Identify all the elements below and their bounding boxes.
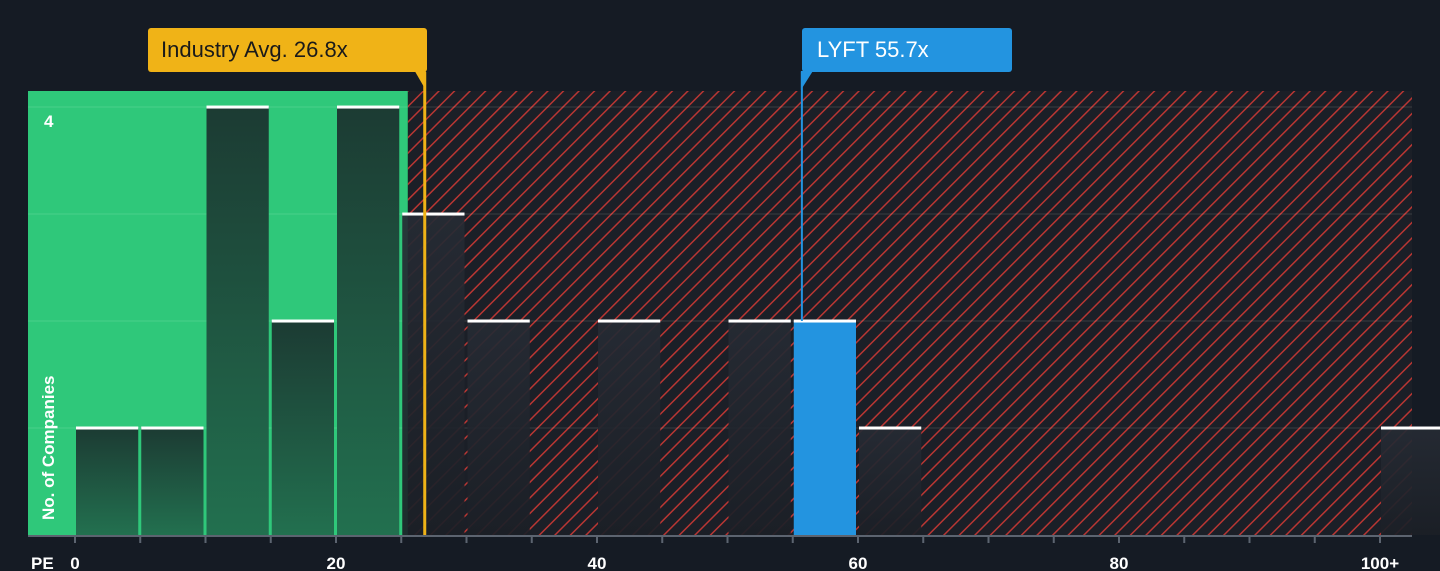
industry-avg-label: Industry Avg. 26.8x — [161, 37, 348, 62]
bar-top-20-25 — [337, 105, 400, 109]
bar-0-5 — [76, 428, 139, 535]
bar-top-60-65 — [859, 426, 922, 430]
company-pointer — [800, 71, 813, 90]
industry-avg-callout — [148, 28, 427, 72]
x-tick-label: 60 — [849, 554, 868, 571]
company-marker: LYFT 55.7x — [800, 28, 1012, 322]
x-axis-title: PE — [31, 554, 54, 571]
x-tick-label: 40 — [588, 554, 607, 571]
bar-40-45 — [598, 321, 661, 535]
bar-top-5-10 — [141, 426, 204, 430]
x-tick-label: 20 — [327, 554, 346, 571]
bar-top-50-55 — [728, 319, 791, 323]
x-tick-label: 100+ — [1361, 554, 1399, 571]
company-label: LYFT 55.7x — [817, 37, 929, 62]
y-axis-title: No. of Companies — [39, 375, 58, 520]
bar-top-40-45 — [598, 319, 661, 323]
bar-50-55 — [728, 321, 791, 535]
bar-top-100-105 — [1381, 426, 1440, 430]
bar-15-20 — [271, 321, 334, 535]
bar-100-105 — [1381, 428, 1440, 535]
bar-25-30 — [402, 214, 465, 536]
bar-top-10-15 — [206, 105, 269, 109]
bar-30-35 — [467, 321, 530, 535]
bar-10-15 — [206, 107, 269, 536]
bars — [76, 105, 1440, 536]
y-tick-label: 4 — [44, 112, 54, 131]
bar-top-55-60 — [793, 319, 856, 323]
bar-20-25 — [337, 107, 400, 536]
bar-55-60 — [793, 321, 856, 535]
bar-top-30-35 — [467, 319, 530, 323]
company-callout — [802, 28, 1012, 72]
bar-top-25-30 — [402, 212, 465, 216]
bar-5-10 — [141, 428, 204, 535]
x-tick-label: 0 — [70, 554, 79, 571]
bar-top-0-5 — [76, 426, 139, 430]
industry-avg-pointer — [414, 71, 426, 90]
industry-avg-marker: Industry Avg. 26.8x — [148, 28, 427, 535]
bar-top-15-20 — [271, 319, 334, 323]
bar-60-65 — [859, 428, 922, 535]
x-tick-label: 80 — [1110, 554, 1129, 571]
x-axis: 0 20 40 60 80 100+ — [28, 535, 1412, 571]
